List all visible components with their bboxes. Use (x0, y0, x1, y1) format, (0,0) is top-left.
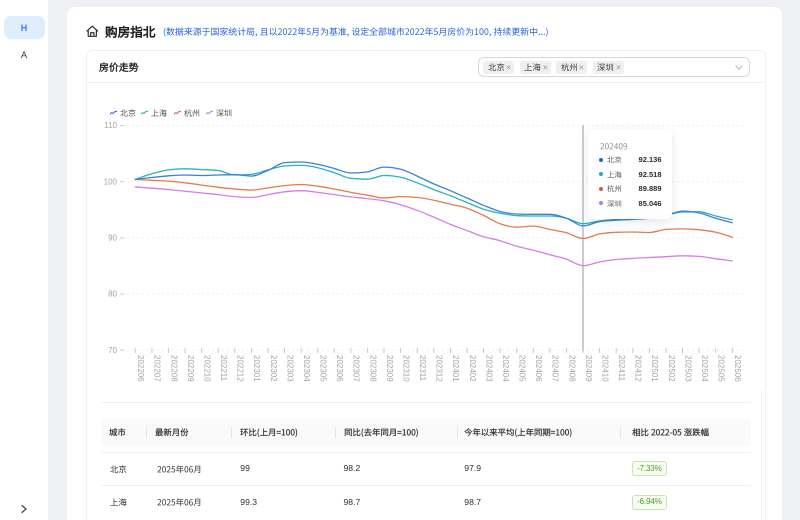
svg-text:202501: 202501 (650, 355, 659, 382)
svg-text:202502: 202502 (667, 355, 676, 382)
svg-text:202210: 202210 (202, 355, 211, 382)
svg-text:202206: 202206 (136, 355, 145, 382)
svg-text:202410: 202410 (600, 355, 609, 382)
svg-text:202308: 202308 (368, 355, 377, 382)
svg-text:202209: 202209 (186, 355, 195, 382)
svg-text:90: 90 (108, 234, 117, 243)
svg-text:202402: 202402 (468, 355, 477, 382)
svg-text:202506: 202506 (733, 355, 742, 382)
svg-text:202208: 202208 (169, 355, 178, 382)
svg-text:202408: 202408 (567, 355, 576, 382)
svg-text:202503: 202503 (683, 355, 692, 382)
svg-text:202404: 202404 (501, 355, 510, 382)
svg-text:80: 80 (108, 290, 117, 299)
svg-text:202405: 202405 (518, 355, 527, 382)
svg-text:202403: 202403 (484, 355, 493, 382)
svg-text:202307: 202307 (352, 355, 361, 382)
svg-text:202401: 202401 (451, 355, 460, 382)
svg-text:202301: 202301 (252, 355, 261, 382)
svg-text:202207: 202207 (153, 355, 162, 382)
svg-text:202305: 202305 (319, 355, 328, 382)
svg-text:202504: 202504 (700, 355, 709, 382)
svg-text:202409: 202409 (584, 355, 593, 382)
svg-text:202306: 202306 (335, 355, 344, 382)
svg-text:202211: 202211 (219, 355, 228, 382)
svg-text:202406: 202406 (534, 355, 543, 382)
svg-text:202212: 202212 (236, 355, 245, 382)
svg-text:202411: 202411 (617, 355, 626, 382)
svg-text:202407: 202407 (551, 355, 560, 382)
svg-text:110: 110 (104, 121, 117, 130)
svg-text:202505: 202505 (717, 355, 726, 382)
svg-text:202302: 202302 (269, 355, 278, 382)
svg-text:202309: 202309 (385, 355, 394, 382)
svg-text:202310: 202310 (401, 355, 410, 382)
svg-text:202304: 202304 (302, 355, 311, 382)
svg-text:70: 70 (108, 346, 117, 355)
svg-text:202303: 202303 (285, 355, 294, 382)
svg-text:100: 100 (104, 177, 118, 186)
svg-text:202312: 202312 (435, 355, 444, 382)
svg-text:202311: 202311 (418, 355, 427, 382)
svg-text:202412: 202412 (634, 355, 643, 382)
